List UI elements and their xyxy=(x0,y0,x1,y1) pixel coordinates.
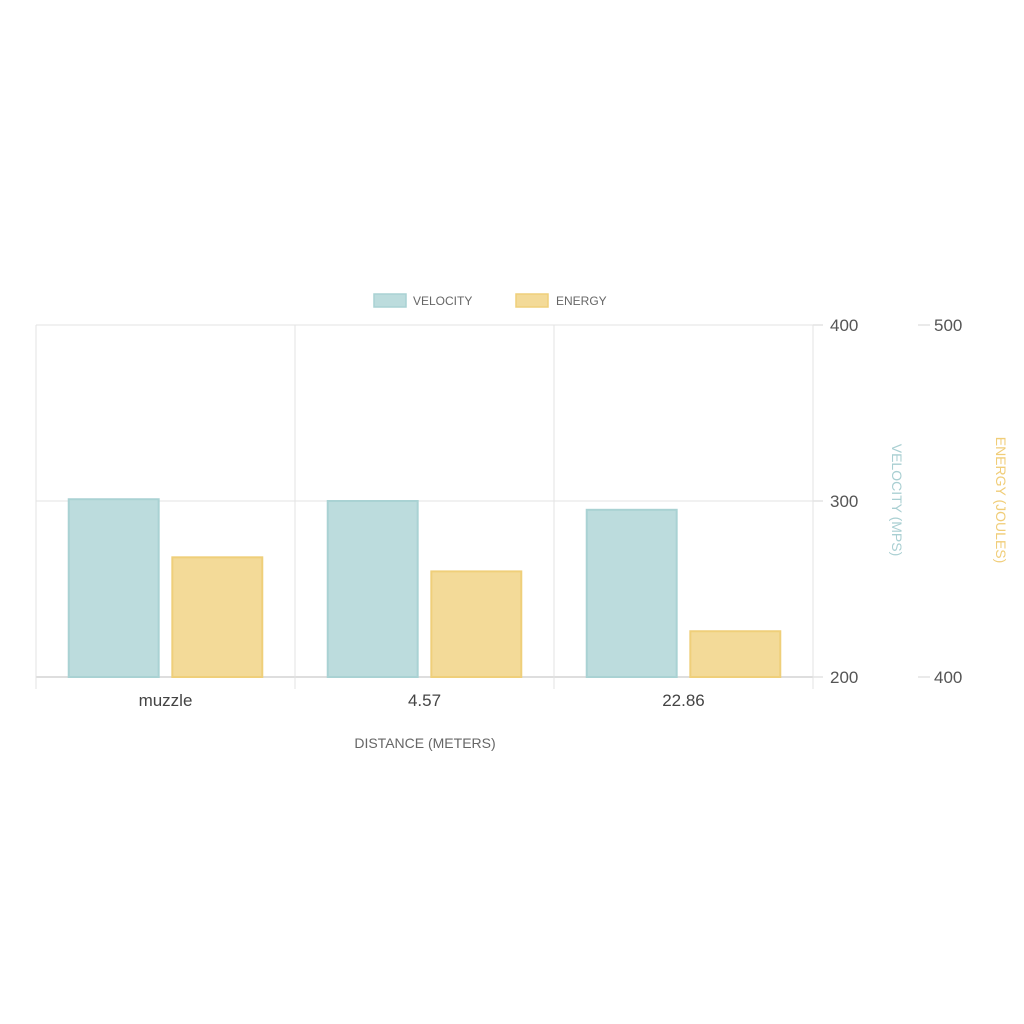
velocity-axis-title: VELOCITY (MPS) xyxy=(889,444,905,557)
category-label-muzzle: muzzle xyxy=(139,691,193,710)
bar-energy-muzzle[interactable] xyxy=(171,556,264,679)
legend: VELOCITY ENERGY xyxy=(373,293,607,308)
velocity-tick-300: 300 xyxy=(830,492,858,511)
energy-axis-ticks: 400 500 xyxy=(934,316,962,687)
legend-item-velocity[interactable]: VELOCITY xyxy=(373,293,472,308)
bars xyxy=(67,498,782,679)
bar-energy-22-86[interactable] xyxy=(689,630,782,678)
legend-swatch-energy xyxy=(515,293,549,308)
bar-velocity-muzzle[interactable] xyxy=(67,498,160,678)
energy-axis-title: ENERGY (JOULES) xyxy=(993,437,1009,564)
bar-velocity-22-86[interactable] xyxy=(585,508,678,678)
category-label-4-57: 4.57 xyxy=(408,691,441,710)
velocity-tick-400: 400 xyxy=(830,316,858,335)
legend-item-energy[interactable]: ENERGY xyxy=(515,293,607,308)
legend-swatch-velocity xyxy=(373,293,407,308)
bar-energy-4-57[interactable] xyxy=(430,570,523,679)
gridlines xyxy=(35,324,930,689)
bar-velocity-4-57[interactable] xyxy=(326,500,419,678)
category-labels: muzzle 4.57 22.86 xyxy=(139,691,705,710)
velocity-tick-200: 200 xyxy=(830,668,858,687)
energy-tick-500: 500 xyxy=(934,316,962,335)
x-axis-title: DISTANCE (METERS) xyxy=(354,735,495,751)
legend-label-velocity: VELOCITY xyxy=(413,294,472,308)
legend-label-energy: ENERGY xyxy=(556,294,607,308)
velocity-axis-ticks: 200 300 400 xyxy=(830,316,858,687)
energy-tick-400: 400 xyxy=(934,668,962,687)
category-label-22-86: 22.86 xyxy=(662,691,705,710)
